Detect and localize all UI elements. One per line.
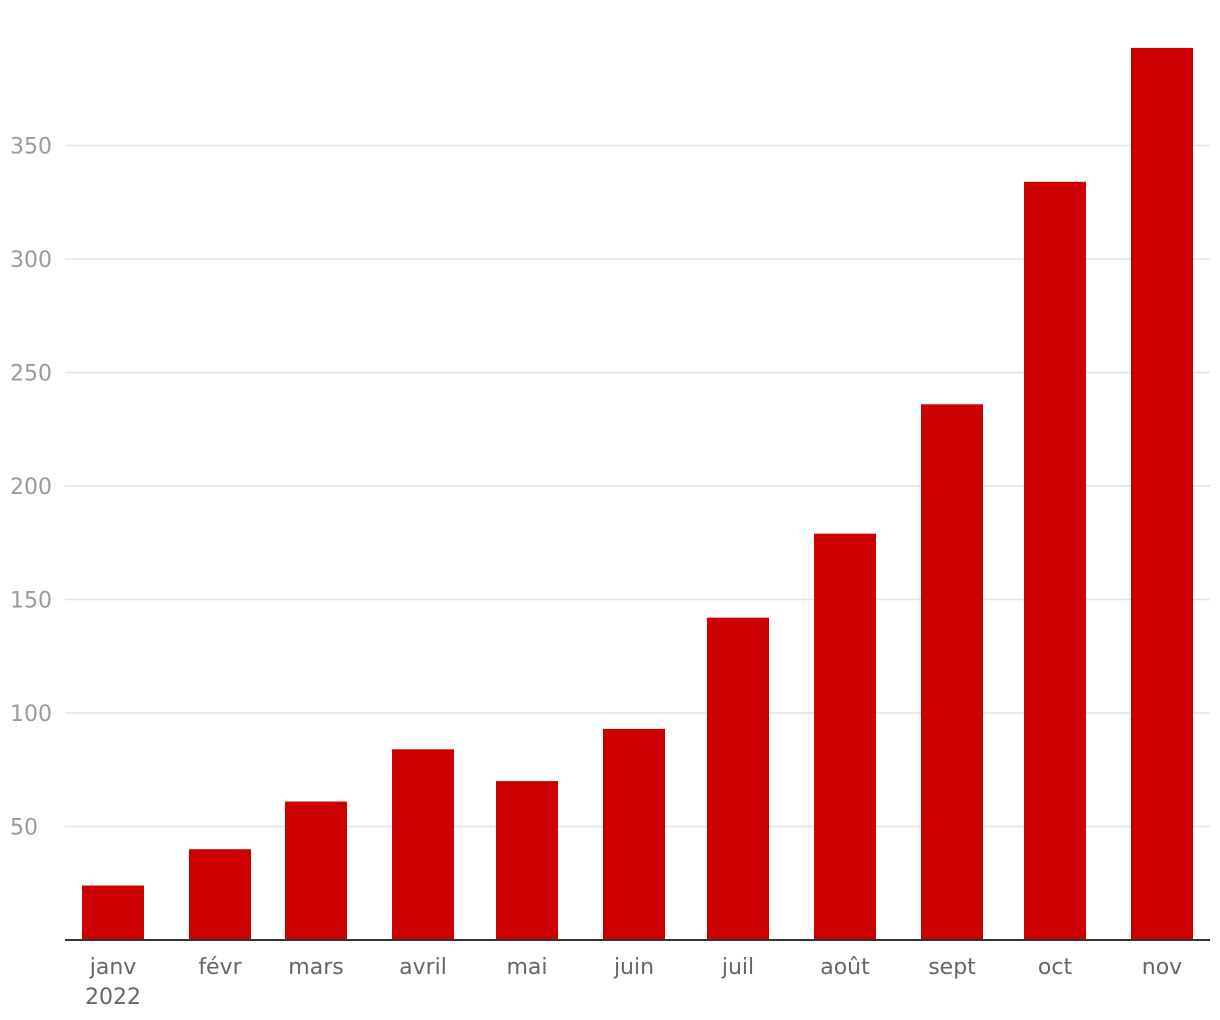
x-tick-label-août: août xyxy=(820,955,870,980)
x-tick-label-sept: sept xyxy=(928,955,976,980)
x-tick-label-juin: juin xyxy=(613,955,654,980)
x-axis-tick-labels: janv 2022 févr mars avril mai juin juil août sept… xyxy=(85,955,1182,1010)
x-tick-label-oct: oct xyxy=(1038,955,1073,980)
bar-févr xyxy=(189,849,251,940)
y-axis-tick-labels: 50 100 150 200 250 300 350 xyxy=(10,135,52,841)
x-tick-label-avril: avril xyxy=(399,955,447,980)
bar-juil xyxy=(707,617,769,940)
x-tick-label-juil: juil xyxy=(721,955,754,980)
bar-oct xyxy=(1024,181,1086,940)
bar-sept xyxy=(921,404,983,940)
bar-mars xyxy=(285,801,347,940)
x-tick-label-janv: janv xyxy=(89,955,137,980)
y-tick-label-150: 150 xyxy=(10,589,52,614)
y-tick-label-250: 250 xyxy=(10,362,52,387)
bar-mai xyxy=(496,781,558,940)
bars xyxy=(82,47,1193,940)
bar-août xyxy=(814,533,876,940)
bar-janv xyxy=(82,885,144,940)
bar-nov xyxy=(1131,47,1193,940)
y-tick-label-300: 300 xyxy=(10,248,52,273)
y-tick-label-200: 200 xyxy=(10,475,52,500)
y-tick-label-100: 100 xyxy=(10,702,52,727)
gridlines xyxy=(65,144,1210,828)
y-tick-label-350: 350 xyxy=(10,135,52,160)
bar-juin xyxy=(603,728,665,940)
y-tick-label-50: 50 xyxy=(10,816,38,841)
x-tick-label-mars: mars xyxy=(288,955,343,980)
x-tick-label-mai: mai xyxy=(506,955,547,980)
x-tick-label-févr: févr xyxy=(198,955,242,980)
x-tick-sublabel-2022: 2022 xyxy=(85,985,141,1010)
x-tick-label-nov: nov xyxy=(1142,955,1182,980)
bar-avril xyxy=(392,749,454,940)
